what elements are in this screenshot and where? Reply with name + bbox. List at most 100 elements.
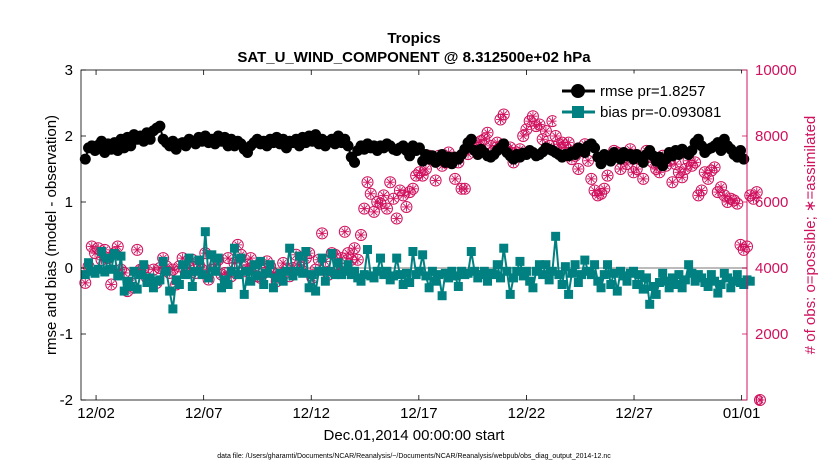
obs-possible-point [601, 169, 614, 182]
bias-point [200, 227, 210, 237]
obs-assimilated-point [596, 189, 606, 199]
y-right-tick-label: 4000 [755, 260, 788, 277]
y-axis-right: 0 2000 4000 6000 8000 10000 [742, 62, 797, 409]
obs-assimilated-point [518, 131, 528, 141]
bias-point [418, 250, 428, 260]
bias-point [84, 258, 94, 268]
obs-assimilated-point [525, 116, 535, 126]
bias-point [223, 280, 233, 289]
x-tick-label: 12/17 [400, 405, 438, 422]
bias-point [554, 270, 564, 280]
x-axis: 12/02 12/07 12/12 12/17 12/22 12/27 01/01 [77, 70, 760, 422]
bias-point [356, 276, 366, 286]
bias-point [547, 266, 557, 276]
x-tick-label: 12/12 [292, 405, 330, 422]
legend-rmse-label: rmse pr=1.8257 [600, 83, 705, 100]
bias-point [593, 276, 603, 286]
bias-point [667, 273, 677, 283]
obs-assimilated-point [408, 184, 418, 194]
obs-possible-point [695, 184, 708, 197]
obs-possible-point [338, 225, 351, 238]
obs-assimilated-point [395, 185, 405, 195]
bias-point [671, 280, 681, 289]
obs-assimilated-point [366, 189, 376, 199]
y-left-tick-label: -1 [60, 326, 73, 343]
obs-possible-point [572, 163, 585, 175]
obs-assimilated-point [719, 190, 729, 200]
obs-assimilated-point [87, 242, 97, 252]
bias-point [252, 271, 262, 281]
bias-point [440, 268, 450, 278]
bias-point [301, 247, 311, 256]
bias-point [382, 266, 392, 276]
obs-assimilated-point [752, 187, 762, 197]
bias-point [174, 280, 184, 289]
bias-point [291, 266, 301, 276]
obs-assimilated-point [538, 134, 548, 144]
bias-point [405, 278, 415, 288]
obs-assimilated-point [106, 280, 116, 289]
obs-assimilated-point [573, 164, 583, 174]
obs-possible-point [685, 159, 698, 172]
bias-point [648, 281, 658, 291]
bias-point [470, 266, 480, 276]
bias-point [129, 266, 139, 276]
bias-point [122, 276, 132, 286]
bias-point [664, 283, 674, 293]
obs-assimilated-point [674, 167, 684, 177]
bias-point [603, 260, 613, 270]
obs-assimilated-point [590, 185, 600, 195]
bias-point [249, 260, 259, 270]
bias-point [580, 255, 590, 265]
obs-possible-point [316, 227, 329, 240]
obs-possible-point [497, 108, 510, 121]
obs-assimilated-point [460, 184, 470, 194]
bias-point [661, 276, 671, 286]
obs-assimilated-point [755, 395, 765, 405]
bias-point [616, 266, 626, 276]
obs-assimilated-point [716, 182, 726, 192]
y-left-tick-label: 2 [65, 128, 73, 145]
obs-possible-point [429, 174, 442, 187]
obs-possible-point [744, 189, 757, 202]
bias-point [680, 275, 690, 285]
obs-possible-point [403, 186, 416, 199]
bias-point [158, 256, 168, 266]
bias-point [288, 271, 298, 281]
bias-point [268, 283, 278, 293]
bias-point [369, 273, 379, 283]
obs-possible-point [753, 394, 766, 406]
obs-possible-point [449, 172, 462, 185]
obs-assimilated-point [732, 199, 742, 209]
bias-point [684, 260, 694, 270]
obs-assimilated-point [534, 119, 544, 129]
bias-point [333, 258, 343, 268]
bias-point [307, 270, 317, 280]
obs-possible-point [85, 240, 98, 253]
bias-point [716, 280, 726, 289]
bias-point [570, 260, 580, 270]
bias-point [421, 271, 431, 281]
y-axis-left-label: rmse and bias (model - observation) [43, 115, 60, 355]
bias-point [492, 260, 502, 270]
bias-point [226, 266, 236, 276]
obs-possible-point [384, 176, 397, 189]
obs-possible-point [585, 172, 598, 185]
bias-point [324, 266, 334, 276]
obs-possible-point [666, 176, 679, 189]
bias-point [398, 280, 408, 289]
bias-point [437, 291, 447, 301]
obs-possible-point [737, 243, 750, 256]
bias-point [719, 268, 729, 278]
obs-assimilated-point [521, 124, 531, 134]
bias-point [434, 270, 444, 280]
rmse-point [498, 138, 510, 150]
obs-possible-point [637, 172, 650, 185]
chart-subtitle: SAT_U_WIND_COMPONENT @ 8.312500e+02 hPa [237, 49, 591, 66]
obs-assimilated-point [599, 184, 609, 194]
obs-assimilated-point [421, 164, 431, 174]
bias-point [677, 283, 687, 293]
bias-point [171, 275, 181, 285]
rmse-point [342, 140, 354, 152]
obs-assimilated-point [564, 138, 574, 148]
